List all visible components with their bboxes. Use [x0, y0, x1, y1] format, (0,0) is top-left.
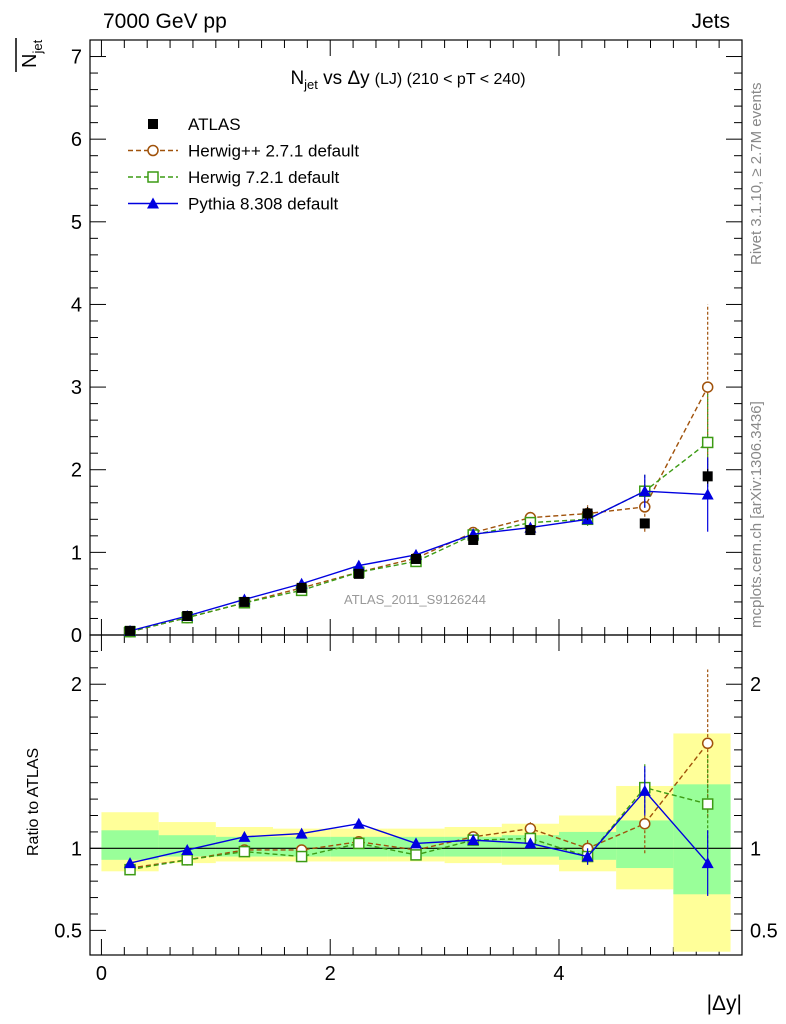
ratio-series-2-point [352, 817, 365, 829]
main-ytick-label: 0 [71, 625, 82, 647]
main-ytick-label: 5 [71, 212, 82, 234]
main-series-0-point [125, 625, 136, 636]
legend-label-3: Pythia 8.308 default [188, 195, 339, 214]
legend-marker-0 [148, 119, 158, 129]
ratio-series-0-point [639, 817, 651, 830]
legend-marker-1 [147, 144, 159, 157]
ratio-series-2-point [467, 834, 480, 846]
ratio-series-0-point [524, 822, 537, 835]
main-ytick-label: 2 [71, 460, 82, 482]
chart-title: Njet vs Δy (LJ) (210 < pT < 240) [290, 68, 525, 92]
legend-marker-3 [147, 197, 159, 209]
ratio-series-2-point [295, 827, 308, 839]
main-series-0-point [411, 553, 421, 564]
xtick-label: 2 [325, 963, 336, 985]
ratio-panel [90, 669, 742, 952]
header-right: Jets [691, 10, 730, 33]
main-series-0-point [296, 582, 307, 593]
ratio-series-2-point [410, 837, 422, 849]
main-series-0-point [525, 525, 536, 536]
title-main: N [290, 68, 304, 89]
title-sub: jet [303, 77, 318, 92]
ratio-series-2-point [701, 857, 714, 869]
title-suffix: (LJ) (210 < pT < 240) [375, 71, 526, 88]
ratio-series-2-point [581, 850, 594, 862]
frames: 0 1 2 3 4 5 6 7 0 2 4 0.5 0.5 1 1 2 2 [54, 39, 778, 985]
ratio-series-0-point [701, 737, 714, 750]
svg-text:Njet: Njet [19, 39, 45, 68]
main-series-0-point [353, 568, 364, 579]
main-series-1-point [701, 381, 714, 393]
ratio-series-1-point [701, 798, 714, 810]
main-series-0-point [582, 508, 593, 519]
main-ytick-label: 7 [71, 47, 82, 69]
y-axis-label-main: Njet [15, 38, 45, 72]
y-axis-label-ratio: Ratio to ATLAS [25, 748, 42, 856]
main-panel [124, 304, 714, 638]
ratio-ytick-label-right: 2 [750, 674, 761, 696]
main-series-0-point [702, 471, 713, 482]
ylabel-main-sub: jet [30, 39, 45, 54]
legend-marker-2 [147, 171, 159, 183]
ratio-series-1-point [410, 849, 422, 861]
xtick-label: 0 [96, 963, 107, 985]
main-series-3-point [701, 488, 714, 500]
ratio-ytick-label-right: 1 [750, 838, 761, 860]
ratio-series-1-point [295, 850, 308, 863]
xtick-label: 4 [553, 963, 564, 985]
x-axis-label: |Δy| [707, 992, 742, 1015]
ratio-ytick-label: 0.5 [54, 920, 82, 942]
main-series-3-point [352, 559, 365, 571]
main-series-2-line [129, 441, 709, 633]
main-ytick-label: 6 [71, 129, 82, 151]
main-series-0-point [182, 610, 193, 621]
rivet-label: Rivet 3.1.10, ≥ 2.7M events [748, 83, 765, 266]
legend-label-1: Herwig++ 2.7.1 default [188, 142, 359, 161]
ratio-series-1-point [353, 837, 365, 850]
legend-label-0: ATLAS [188, 115, 241, 134]
ratio-series-1-point [238, 845, 251, 858]
ratio-ytick-label: 2 [71, 674, 82, 696]
ratio-series-2-point [181, 843, 194, 855]
ratio-series-2-point [124, 857, 137, 869]
ratio-series-2-point [524, 837, 537, 849]
main-series-3-point [638, 485, 651, 497]
main-ytick-label: 4 [71, 294, 82, 316]
mcplots-label: mcplots.cern.ch [arXiv:1306.3436] [748, 401, 765, 628]
ratio-series-1-point [181, 854, 193, 866]
main-series-0-point [639, 518, 650, 529]
main-series-0-point [239, 596, 250, 607]
ratio-band-inner [101, 830, 159, 860]
ratio-series-2-point [638, 784, 651, 796]
legend: ATLAS Herwig++ 2.7.1 default Herwig 7.2.1 … [128, 115, 359, 214]
ratio-ytick-label: 1 [71, 838, 82, 860]
legend-label-2: Herwig 7.2.1 default [188, 168, 339, 187]
main-series-2-point [701, 436, 714, 449]
title-vs: vs Δy [318, 68, 370, 89]
ylabel-main-text: N [19, 54, 41, 68]
main-series-0-point [468, 534, 479, 545]
ratio-series-2-point [238, 830, 251, 842]
main-ytick-label: 1 [71, 542, 82, 564]
ratio-ytick-label-right: 0.5 [750, 920, 778, 942]
ratio-band-inner [444, 836, 502, 857]
main-ytick-label: 3 [71, 377, 82, 399]
header-left: 7000 GeV pp [103, 10, 227, 33]
analysis-watermark: ATLAS_2011_S9126244 [344, 592, 486, 607]
ratio-frame [89, 634, 743, 956]
